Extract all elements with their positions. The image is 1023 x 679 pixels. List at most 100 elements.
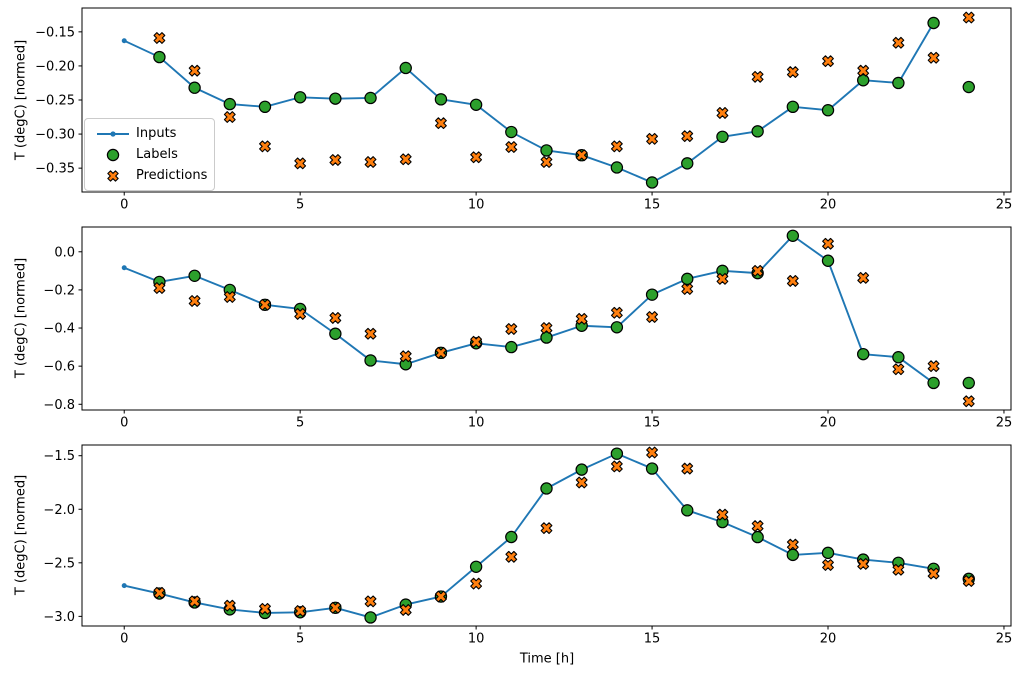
legend: Inputs Labels Predictions	[84, 118, 215, 191]
y-tick-label: −2.0	[43, 503, 75, 518]
input-point-marker	[121, 38, 127, 44]
label-marker	[821, 546, 835, 560]
label-marker	[188, 269, 201, 282]
y-tick-label: −0.4	[43, 322, 75, 337]
prediction-marker	[892, 36, 905, 49]
prediction-marker	[927, 360, 940, 373]
label-marker	[540, 482, 553, 495]
label-marker	[892, 76, 905, 90]
prediction-marker	[470, 335, 483, 348]
prediction-marker	[822, 55, 834, 68]
legend-label-predictions: Predictions	[136, 168, 208, 183]
input-point-marker	[121, 583, 127, 589]
x-tick-label: 25	[996, 632, 1013, 647]
prediction-marker	[857, 64, 870, 77]
label-marker	[610, 447, 624, 460]
prediction-marker	[681, 462, 694, 475]
label-marker	[329, 327, 342, 340]
prediction-marker	[470, 151, 483, 164]
axes-frame	[81, 7, 1012, 193]
label-marker	[153, 50, 166, 64]
axes-frame	[81, 226, 1012, 411]
prediction-marker	[223, 291, 236, 303]
label-marker	[610, 161, 624, 174]
prediction-marker	[259, 298, 271, 311]
y-tick-label: −1.5	[43, 449, 75, 464]
predictions-marker-icon	[95, 168, 131, 184]
y-tick-label: −0.20	[35, 59, 75, 74]
legend-item-predictions: Predictions	[95, 165, 208, 186]
prediction-marker	[153, 586, 166, 599]
y-tick-label: −0.15	[35, 25, 75, 40]
prediction-marker	[259, 140, 271, 153]
prediction-marker	[540, 156, 553, 168]
inputs-line-series	[121, 451, 937, 620]
prediction-marker	[259, 602, 271, 615]
x-tick-label: 15	[644, 198, 661, 213]
prediction-marker	[857, 271, 870, 284]
prediction-marker	[786, 538, 799, 551]
x-axis-label: Time [h]	[519, 651, 575, 667]
prediction-marker	[716, 107, 729, 119]
label-marker	[610, 321, 624, 334]
prediction-marker	[505, 550, 518, 563]
input-point-marker	[121, 265, 127, 271]
legend-label-labels: Labels	[136, 147, 178, 162]
x-tick-label: 15	[644, 416, 661, 431]
prediction-marker	[223, 111, 236, 123]
x-tick-label: 25	[996, 416, 1013, 431]
label-marker	[329, 92, 342, 105]
y-tick-label: −0.25	[35, 94, 75, 109]
label-marker	[540, 331, 553, 344]
label-marker	[962, 80, 975, 94]
y-tick-label: −2.5	[43, 556, 75, 571]
label-marker	[857, 347, 870, 361]
label-marker	[786, 229, 800, 242]
prediction-marker	[892, 563, 905, 576]
label-marker	[927, 376, 940, 390]
label-marker	[364, 91, 377, 105]
label-marker	[645, 288, 659, 301]
prediction-marker	[223, 599, 236, 612]
label-marker	[505, 530, 518, 544]
axes-frame	[81, 444, 1012, 627]
x-tick-label: 0	[120, 416, 128, 431]
labels-series	[153, 16, 975, 189]
prediction-marker	[962, 395, 975, 408]
prediction-marker	[822, 237, 834, 250]
prediction-marker	[329, 154, 342, 166]
prediction-marker	[646, 132, 658, 145]
prediction-marker	[399, 153, 412, 166]
prediction-marker	[857, 557, 870, 570]
inputs-line	[124, 452, 934, 619]
label-marker	[575, 463, 588, 476]
prediction-marker	[962, 575, 975, 587]
prediction-marker	[716, 272, 729, 285]
label-marker	[540, 144, 553, 157]
label-marker	[645, 462, 659, 475]
y-axis-label-top: T (degC) [normed]	[13, 39, 29, 161]
x-tick-label: 5	[296, 416, 304, 431]
label-marker	[751, 125, 764, 138]
label-marker	[645, 176, 659, 189]
x-tick-label: 20	[820, 198, 837, 213]
prediction-marker	[610, 306, 623, 319]
x-tick-label: 0	[120, 632, 128, 647]
prediction-marker	[399, 350, 412, 363]
prediction-marker	[470, 577, 483, 590]
x-tick-label: 10	[468, 632, 485, 647]
label-marker	[364, 611, 377, 624]
prediction-marker	[294, 157, 307, 170]
prediction-marker	[399, 604, 412, 616]
x-tick-label: 10	[468, 198, 485, 213]
prediction-marker	[188, 595, 201, 608]
prediction-marker	[892, 363, 905, 376]
y-tick-label: −0.35	[35, 162, 75, 177]
inputs-line-icon	[95, 126, 131, 142]
prediction-marker	[329, 312, 342, 324]
prediction-marker	[294, 308, 307, 320]
prediction-marker	[364, 327, 377, 340]
x-marker-glyph	[107, 169, 119, 182]
